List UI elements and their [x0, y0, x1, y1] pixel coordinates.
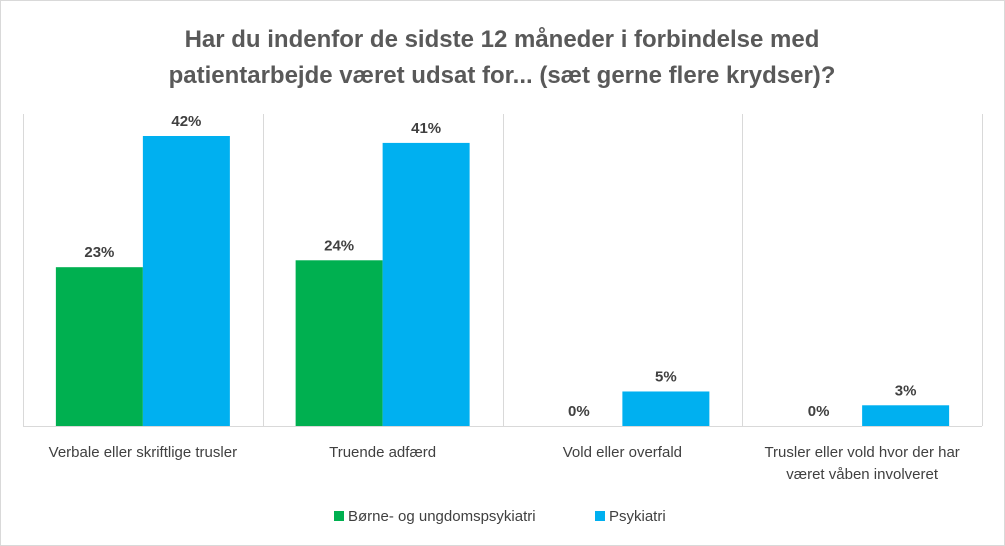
- data-label: 0%: [808, 403, 830, 420]
- chart-title-line: Har du indenfor de sidste 12 måneder i f…: [185, 26, 820, 53]
- data-label: 42%: [171, 113, 201, 130]
- data-label: 3%: [895, 382, 917, 399]
- bars: [55, 136, 950, 426]
- data-label: 24%: [324, 237, 354, 254]
- data-label: 0%: [568, 403, 590, 420]
- category-labels: Verbale eller skriftlige trusler Truende …: [49, 444, 960, 483]
- legend: Børne- og ungdomspsykiatri Psykiatri: [334, 508, 666, 525]
- category-label: Verbale eller skriftlige trusler: [49, 444, 237, 461]
- bar-psykiatri: [862, 405, 950, 426]
- category-label: Vold eller overfald: [563, 444, 682, 461]
- legend-label: Psykiatri: [609, 508, 666, 525]
- bar-boerne-og-ungdomspsykiatri: [55, 267, 143, 426]
- data-label: 41%: [411, 120, 441, 137]
- bar-psykiatri: [622, 391, 710, 426]
- data-label: 23%: [84, 244, 114, 261]
- legend-label: Børne- og ungdomspsykiatri: [348, 508, 536, 525]
- data-labels: 23% 42% 24% 41% 0% 5% 0% 3%: [84, 113, 916, 420]
- bar-psykiatri: [382, 142, 470, 426]
- chart-title-line: patientarbejde været udsat for... (sæt g…: [169, 62, 836, 89]
- chart-title: Har du indenfor de sidste 12 måneder i f…: [169, 26, 836, 89]
- legend-swatch: [334, 511, 344, 521]
- bar-boerne-og-ungdomspsykiatri: [295, 260, 383, 426]
- bar-psykiatri: [142, 136, 230, 426]
- category-label: Trusler eller vold hvor der har: [764, 444, 959, 461]
- category-label: Truende adfærd: [329, 444, 436, 461]
- category-label: været våben involveret: [786, 466, 939, 483]
- data-label: 5%: [655, 368, 677, 385]
- legend-swatch: [595, 511, 605, 521]
- category-gridlines: [23, 114, 983, 427]
